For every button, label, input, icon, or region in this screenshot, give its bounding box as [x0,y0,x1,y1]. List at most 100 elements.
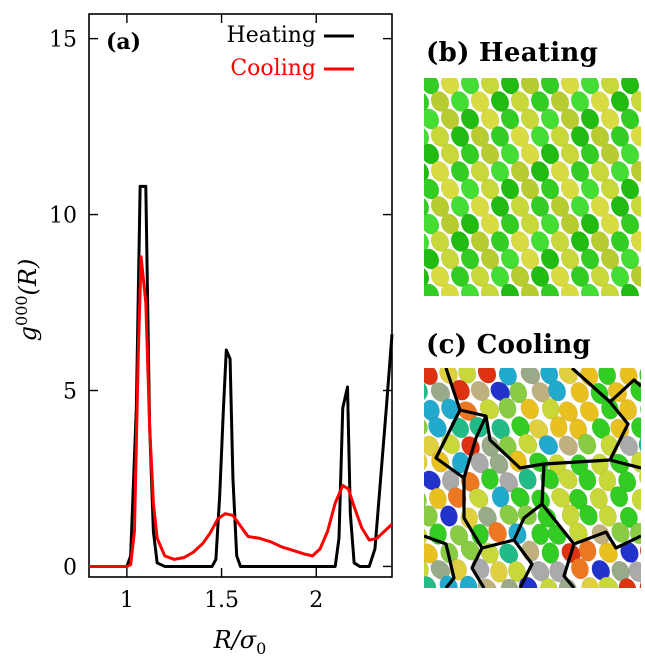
particle [638,434,641,457]
particle [609,486,629,508]
particle [477,368,497,384]
particle [539,578,558,588]
y-tick-label: 5 [63,380,77,405]
particle [424,368,438,386]
cooling-snapshot [424,368,641,588]
particle [630,126,641,147]
particle [581,577,599,588]
particle [440,505,458,527]
particle [598,576,619,588]
particle [518,433,538,454]
particle [628,561,641,583]
particle [630,381,641,402]
y-tick-label: 15 [49,28,77,53]
grain-boundary [608,378,641,404]
axis-ticks: 1 1.5 2 0 5 10 15 [49,14,392,613]
grain-boundary [444,368,546,588]
particle [458,368,477,384]
particle [547,380,567,402]
chart-a: 1 1.5 2 0 5 10 15 (a) Heating Cooling R/σ0 g00… [12,13,394,656]
particle [560,283,580,296]
heating-snapshot-image [424,78,641,296]
particle [630,231,641,252]
particle [630,161,641,182]
grain-boundary [424,534,456,588]
grain-boundary [540,503,576,588]
cooling-snapshot-image [424,368,641,588]
particle [578,433,597,455]
heating-snapshot [424,78,641,296]
particle [598,469,617,492]
particle [424,576,437,588]
particle [424,283,440,296]
y-tick-label: 0 [63,555,77,580]
particle [468,488,489,509]
particle [490,561,508,583]
particle [620,283,640,296]
legend-label-cooling: Cooling [230,56,316,81]
particle [470,380,490,402]
particle [639,540,641,562]
particle [500,578,519,588]
particle [578,469,597,491]
particle [520,398,540,420]
particle [558,469,578,490]
particle [489,453,509,475]
particle [509,381,528,404]
particle [424,505,438,527]
particle [580,283,600,296]
particle [558,435,578,456]
particle [428,417,447,438]
particle [424,488,427,511]
particle [424,379,429,402]
panel-label: (a) [106,29,141,55]
grain-boundary [609,458,641,470]
x-tick-label: 2 [309,588,323,613]
particle [631,488,641,511]
particle [424,470,441,491]
grain-boundary [512,539,534,588]
particle [618,470,637,493]
particle [424,524,428,546]
series-line-cooling [89,255,394,568]
particle [460,283,480,296]
particle [498,397,517,419]
particle [570,557,589,580]
particle [618,578,637,588]
particle [538,435,559,456]
particle [541,542,560,564]
particle [630,196,641,217]
x-axis-label: R/σ0 [213,626,267,656]
particle [520,368,541,385]
y-axis-label: g000(R) [12,259,42,342]
particle [424,558,429,580]
grain-boundary [462,415,488,479]
panel-c-title: (c) Cooling [426,330,592,360]
plot-frame [88,13,393,578]
particle [630,91,641,112]
particle [631,417,641,439]
particle [428,487,447,510]
particle [549,416,568,438]
grain-boundary [573,530,641,550]
legend-label-heating: Heating [227,23,316,48]
grain-boundary [543,368,630,466]
particle [481,468,499,490]
particle [480,283,500,296]
particle [540,283,560,296]
panel-b-title: (b) Heating [426,38,599,68]
particle [598,505,617,527]
particle [579,504,598,526]
series-line-heating [89,184,394,568]
y-tick-label: 10 [49,204,77,229]
particle [500,283,520,296]
particle [518,468,537,490]
particle [424,416,428,436]
particle [630,266,641,287]
series-layer [89,184,394,568]
legend: Heating Cooling [227,23,354,81]
particle [424,450,428,472]
particle [440,283,460,296]
particle [639,368,641,386]
